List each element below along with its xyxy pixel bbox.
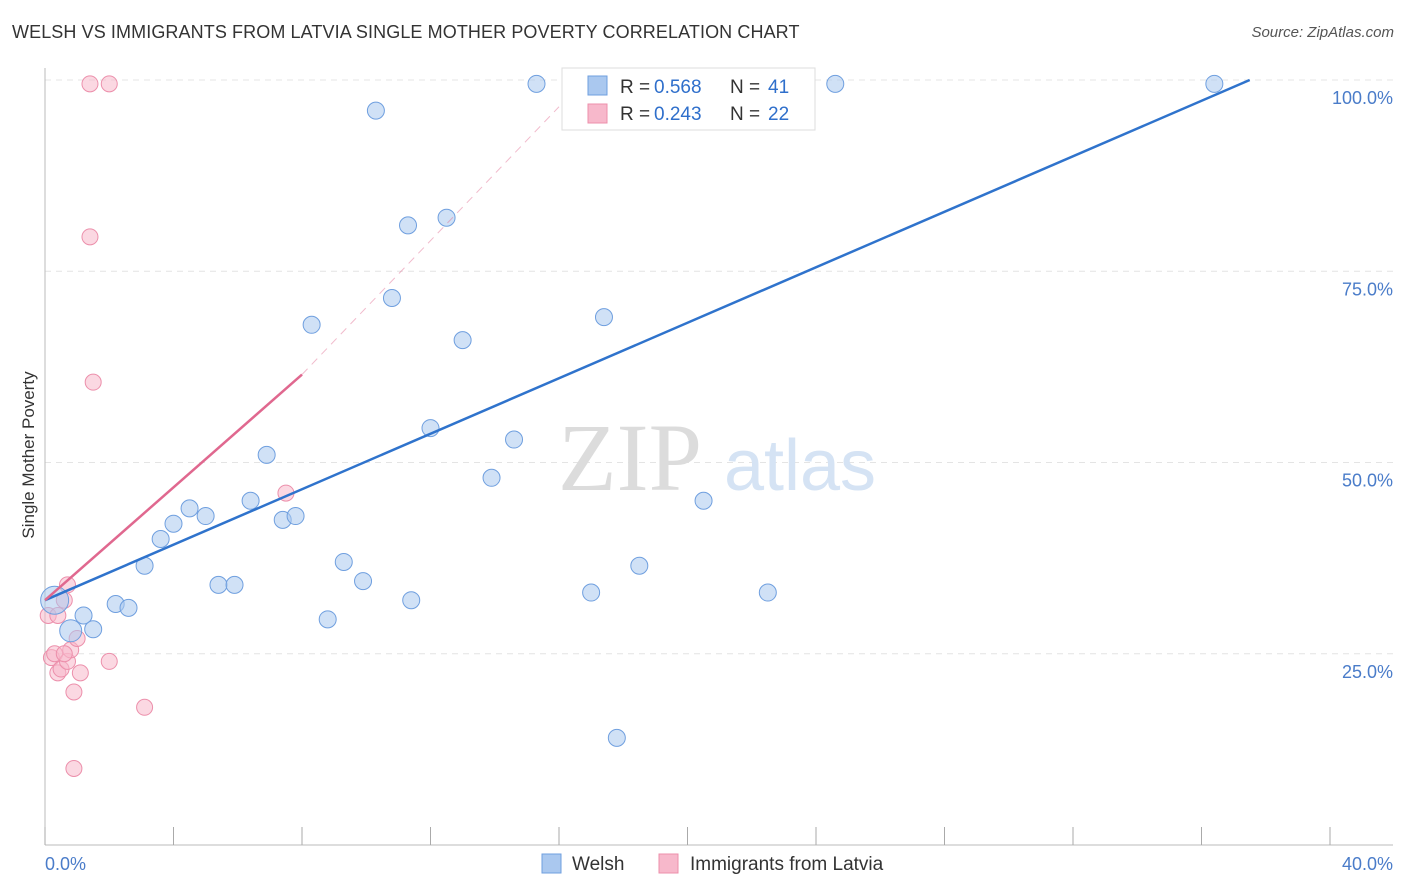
welsh-point: [382, 289, 401, 308]
welsh-point: [482, 468, 501, 487]
legend-latvia-label: Immigrants from Latvia: [690, 854, 884, 875]
latvia-swatch: [587, 103, 608, 124]
latvia-r-value: 0.243: [654, 104, 702, 125]
latvia-point: [55, 645, 73, 663]
latvia-trend-extension: [301, 106, 560, 375]
latvia-n-value: 22: [768, 104, 789, 125]
welsh-point: [758, 583, 777, 602]
welsh-point: [399, 216, 418, 235]
tick-labels: 25.0% 50.0% 75.0% 100.0% 0.0% 40.0%: [45, 88, 1393, 874]
trend-lines: [44, 78, 1251, 602]
y-tick-label: 50.0%: [1342, 471, 1393, 491]
welsh-point: [241, 491, 260, 510]
watermark-atlas: atlas: [724, 426, 876, 506]
latvia-point: [81, 75, 99, 93]
welsh-point: [630, 556, 649, 575]
welsh-point: [826, 74, 845, 93]
welsh-r-value: 0.568: [654, 77, 702, 98]
welsh-swatch: [587, 75, 608, 96]
source-note: Source: ZipAtlas.com: [1251, 24, 1394, 41]
y-tick-label: 100.0%: [1332, 88, 1393, 108]
x-tick-label: 0.0%: [45, 854, 86, 874]
welsh-point: [180, 499, 199, 518]
y-axis-title: Single Mother Poverty: [19, 371, 38, 539]
welsh-point: [225, 575, 244, 594]
welsh-point: [119, 598, 138, 617]
welsh-point: [1205, 74, 1224, 93]
welsh-point: [453, 331, 472, 350]
latvia-points: [39, 75, 295, 777]
welsh-point: [151, 530, 170, 548]
grid-lines: [45, 79, 1393, 655]
latvia-point: [65, 683, 83, 701]
y-tick-label: 75.0%: [1342, 279, 1393, 299]
correlation-legend: R = 0.568 N = 41 R = 0.243 N = 22: [561, 67, 816, 131]
latvia-point: [136, 698, 154, 716]
y-tick-label: 25.0%: [1342, 662, 1393, 682]
latvia-r-label: R =: [620, 104, 650, 125]
welsh-point: [257, 445, 276, 464]
welsh-point: [286, 507, 305, 526]
welsh-point: [334, 552, 353, 571]
latvia-point: [65, 760, 83, 777]
welsh-point: [354, 572, 373, 591]
welsh-trend-line: [44, 78, 1251, 602]
welsh-point: [196, 507, 215, 526]
series-legend: Welsh Immigrants from Latvia: [541, 853, 884, 875]
legend-latvia-swatch: [658, 853, 679, 874]
welsh-point: [582, 583, 601, 602]
welsh-point: [84, 620, 103, 639]
welsh-r-label: R =: [620, 77, 650, 98]
latvia-point: [100, 652, 118, 670]
welsh-point: [302, 315, 321, 334]
latvia-point: [71, 664, 89, 682]
x-tick-label: 40.0%: [1342, 854, 1393, 874]
latvia-point: [84, 373, 102, 391]
welsh-point: [74, 606, 93, 625]
watermark-zip: ZIP: [558, 404, 702, 511]
welsh-point: [694, 491, 713, 510]
welsh-n-label: N =: [730, 77, 760, 98]
welsh-point: [402, 591, 421, 610]
latvia-n-label: N =: [730, 104, 760, 125]
welsh-points: [40, 74, 1224, 747]
welsh-point: [505, 430, 524, 449]
welsh-point: [527, 74, 546, 93]
legend-welsh-swatch: [541, 853, 562, 874]
welsh-point: [437, 208, 456, 227]
welsh-point: [59, 619, 83, 643]
welsh-point: [366, 101, 385, 120]
latvia-point: [100, 75, 118, 93]
welsh-point: [164, 514, 183, 533]
welsh-point: [209, 575, 228, 594]
welsh-point: [594, 308, 613, 327]
welsh-point: [607, 728, 626, 747]
chart-title: WELSH VS IMMIGRANTS FROM LATVIA SINGLE M…: [12, 22, 800, 42]
welsh-n-value: 41: [768, 77, 789, 98]
legend-welsh-label: Welsh: [572, 854, 624, 875]
latvia-point: [81, 228, 99, 246]
welsh-point: [318, 610, 337, 629]
latvia-trend-line: [44, 373, 303, 602]
axes: [44, 68, 1393, 846]
